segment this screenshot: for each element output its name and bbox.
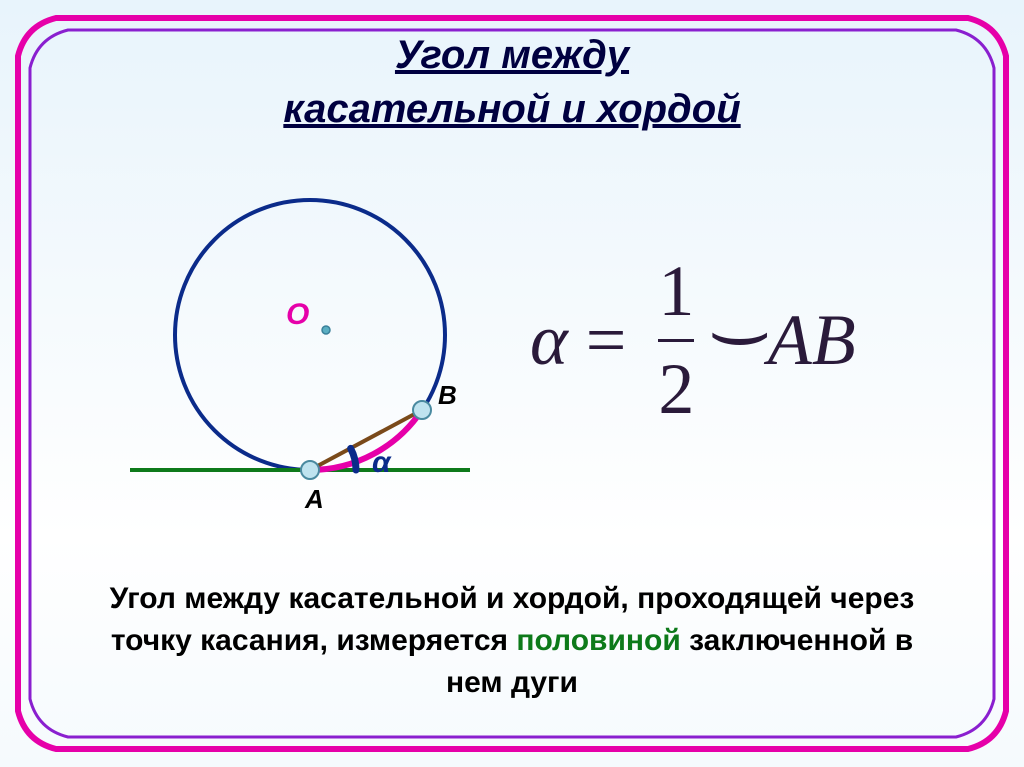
formula-alpha: α (530, 299, 568, 382)
formula: α = 1 2 ⌣ AB (530, 250, 856, 431)
label-angle-alpha: α (372, 446, 391, 480)
diagram-svg (100, 180, 480, 520)
arc-symbol: ⌣ (707, 291, 773, 375)
label-point-B: B (438, 380, 457, 411)
formula-AB: AB (768, 299, 856, 382)
theorem-caption: Угол между касательной и хордой, проходя… (0, 578, 1024, 704)
label-point-A: A (305, 484, 324, 515)
title-line1: Угол между (395, 33, 629, 77)
fraction-bar (658, 339, 694, 342)
formula-numerator: 1 (658, 250, 694, 333)
caption-highlight: половиной (516, 624, 680, 657)
formula-fraction: 1 2 (658, 250, 694, 431)
label-center-O: О (286, 298, 309, 332)
formula-denominator: 2 (658, 348, 694, 431)
formula-equals: = (586, 299, 627, 382)
title-line2: касательной и хордой (283, 87, 740, 131)
geometry-diagram: О A B α (100, 180, 480, 520)
slide-title: Угол между касательной и хордой (0, 0, 1024, 136)
